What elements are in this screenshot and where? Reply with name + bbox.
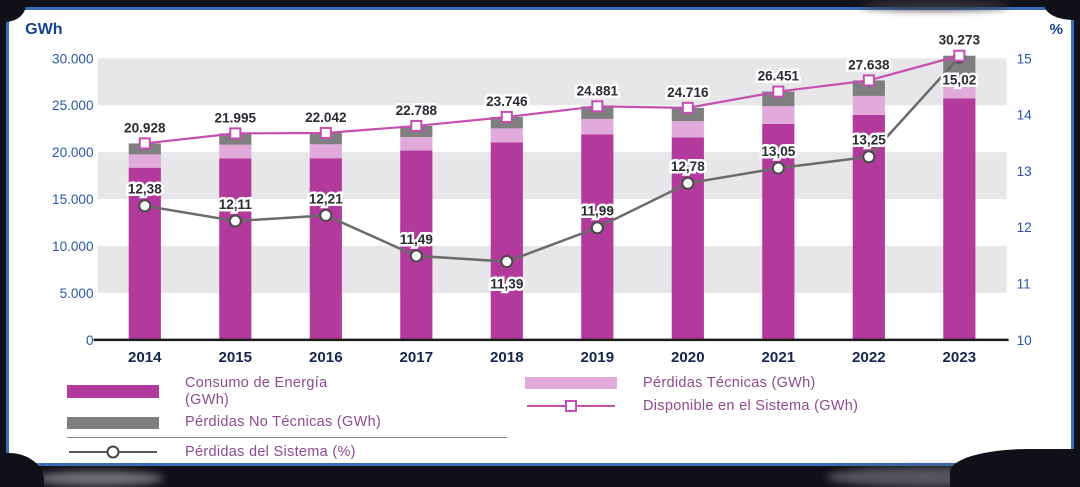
legend-label-disponible: Disponible en el Sistema (GWh) bbox=[643, 397, 859, 414]
svg-text:2019: 2019 bbox=[581, 349, 615, 366]
y-axis-right: 10 11 12 13 14 15% bbox=[1017, 21, 1064, 348]
chart-card: 0 5.000 10.000 15.000 20.000 25.000 30.000 GWh 1… bbox=[6, 7, 1074, 466]
svg-text:30.273: 30.273 bbox=[939, 33, 981, 48]
svg-text:13: 13 bbox=[1017, 164, 1032, 179]
svg-text:25.000: 25.000 bbox=[52, 98, 94, 113]
line-disponible bbox=[138, 49, 966, 150]
dark-corner-decoration bbox=[1044, 0, 1080, 20]
legend-column-right: Pérdidas Técnicas (GWh) Disponible en el… bbox=[525, 372, 955, 463]
svg-text:2023: 2023 bbox=[943, 349, 977, 366]
x-axis-years: 2014 2015 2016 2017 2018 2019 2020 2021 2022 2023 bbox=[128, 349, 976, 366]
consumo-swatch-icon bbox=[67, 385, 159, 399]
svg-text:2018: 2018 bbox=[490, 349, 524, 366]
legend-label-perdidas-tecnicas: Pérdidas Técnicas (GWh) bbox=[643, 375, 816, 391]
svg-text:12,78: 12,78 bbox=[671, 159, 705, 174]
svg-text:15.000: 15.000 bbox=[52, 192, 94, 207]
svg-text:%: % bbox=[1049, 21, 1063, 38]
legend-column-left: Consumo de Energía (GWh) Pérdidas No Téc… bbox=[67, 372, 525, 463]
svg-text:2017: 2017 bbox=[400, 349, 434, 366]
disponible-line-icon bbox=[527, 400, 615, 412]
svg-text:12,21: 12,21 bbox=[309, 191, 343, 206]
svg-text:2022: 2022 bbox=[852, 349, 886, 366]
shadow-blob-decoration bbox=[860, 1, 1010, 10]
data-labels: 20.928 21.995 22.042 22.788 23.746 24.881 24.7… bbox=[122, 30, 983, 294]
svg-text:10: 10 bbox=[1017, 333, 1033, 348]
svg-text:22.788: 22.788 bbox=[396, 103, 438, 118]
svg-text:22.042: 22.042 bbox=[305, 110, 346, 125]
legend-label-perdidas-sistema: Pérdidas del Sistema (%) bbox=[185, 444, 356, 461]
svg-text:2015: 2015 bbox=[219, 349, 253, 366]
svg-text:11,49: 11,49 bbox=[400, 232, 434, 247]
energy-combo-chart: 0 5.000 10.000 15.000 20.000 25.000 30.000 GWh 1… bbox=[25, 20, 1064, 366]
svg-text:13,05: 13,05 bbox=[761, 144, 795, 159]
dark-corner-decoration bbox=[950, 449, 1080, 487]
svg-text:11,99: 11,99 bbox=[581, 204, 615, 219]
svg-text:15,02: 15,02 bbox=[942, 72, 976, 87]
svg-text:5.000: 5.000 bbox=[60, 286, 94, 301]
chart-legend: Consumo de Energía (GWh) Pérdidas No Téc… bbox=[9, 370, 1071, 463]
svg-text:24.716: 24.716 bbox=[667, 85, 709, 100]
perdidas-tecnicas-swatch-icon bbox=[525, 377, 617, 390]
perdidas-sistema-line-icon bbox=[69, 445, 157, 459]
legend-item-consumo: Consumo de Energía (GWh) bbox=[67, 372, 507, 411]
svg-text:15: 15 bbox=[1017, 51, 1032, 66]
svg-text:26.451: 26.451 bbox=[758, 69, 800, 84]
svg-text:2016: 2016 bbox=[309, 349, 343, 366]
perdidas-no-tecnicas-swatch-icon bbox=[67, 416, 159, 429]
svg-text:2014: 2014 bbox=[128, 349, 162, 366]
svg-text:11,39: 11,39 bbox=[490, 277, 524, 292]
legend-label-perdidas-no-tecnicas: Pérdidas No Técnicas (GWh) bbox=[185, 414, 382, 431]
svg-text:20.928: 20.928 bbox=[124, 120, 166, 135]
svg-text:10.000: 10.000 bbox=[52, 239, 94, 254]
svg-text:12,38: 12,38 bbox=[128, 182, 162, 197]
svg-text:21.995: 21.995 bbox=[215, 110, 257, 125]
svg-text:GWh: GWh bbox=[25, 20, 63, 38]
svg-text:2021: 2021 bbox=[762, 349, 796, 366]
shadow-blob-decoration bbox=[34, 471, 164, 486]
svg-text:12: 12 bbox=[1017, 220, 1032, 235]
svg-text:11: 11 bbox=[1017, 277, 1031, 292]
legend-item-perdidas-sistema: Pérdidas del Sistema (%) bbox=[67, 437, 507, 463]
legend-item-disponible: Disponible en el Sistema (GWh) bbox=[525, 395, 955, 418]
svg-text:27.638: 27.638 bbox=[848, 57, 890, 72]
legend-item-perdidas-no-tecnicas: Pérdidas No Técnicas (GWh) bbox=[67, 411, 507, 434]
svg-text:24.881: 24.881 bbox=[577, 83, 619, 98]
legend-item-perdidas-tecnicas: Pérdidas Técnicas (GWh) bbox=[525, 372, 955, 395]
svg-text:20.000: 20.000 bbox=[52, 145, 94, 160]
svg-text:12,11: 12,11 bbox=[219, 197, 253, 212]
legend-label-consumo: Consumo de Energía (GWh) bbox=[185, 375, 328, 408]
svg-text:0: 0 bbox=[86, 333, 94, 348]
svg-text:13,25: 13,25 bbox=[852, 133, 886, 148]
y-axis-left: 0 5.000 10.000 15.000 20.000 25.000 30.000 GWh bbox=[25, 20, 94, 348]
svg-text:14: 14 bbox=[1017, 108, 1033, 123]
svg-text:2020: 2020 bbox=[671, 349, 705, 366]
svg-text:30.000: 30.000 bbox=[52, 51, 94, 66]
svg-text:23.746: 23.746 bbox=[486, 94, 528, 109]
dark-corner-decoration bbox=[0, 0, 26, 22]
